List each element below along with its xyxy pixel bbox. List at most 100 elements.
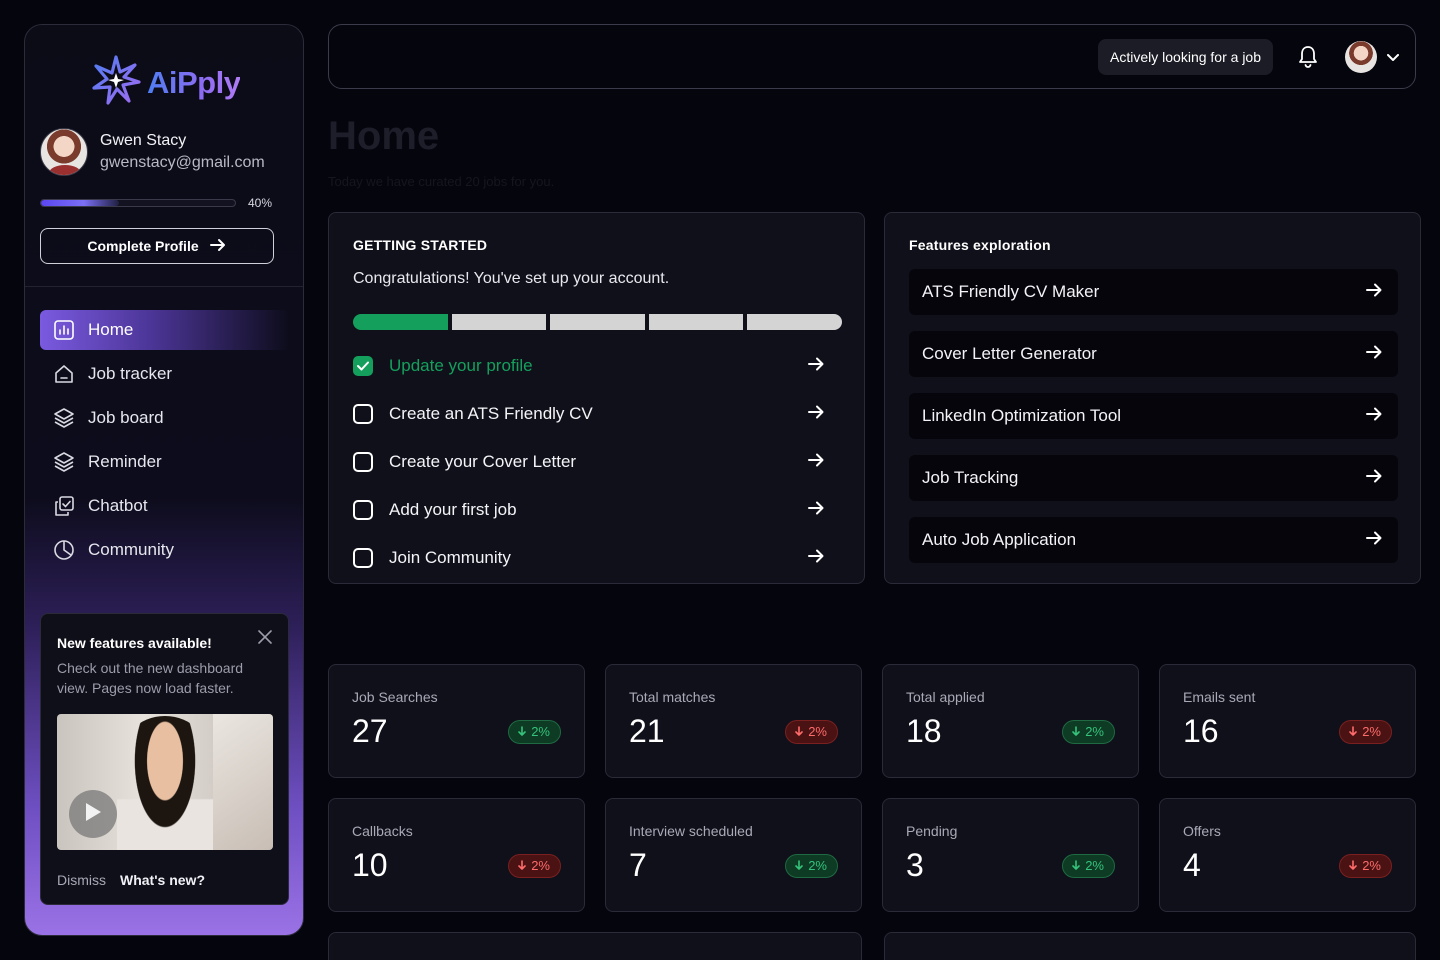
arrow-right-icon[interactable] [806, 498, 826, 523]
stat-value: 10 [352, 847, 388, 883]
bottom-card-left [328, 932, 862, 960]
arrow-down-icon [794, 724, 804, 739]
bell-icon[interactable] [1297, 45, 1319, 74]
stat-label: Job Searches [352, 689, 438, 705]
layers-icon [52, 406, 76, 430]
trend-value: 2% [531, 858, 550, 873]
bottom-card-right [884, 932, 1416, 960]
stat-card: Job Searches 27 2% [328, 664, 585, 778]
stat-label: Pending [906, 823, 958, 839]
task-label: Add your first job [389, 500, 517, 519]
user-email: gwenstacy@gmail.com [100, 154, 265, 171]
stat-card: Total applied 18 2% [882, 664, 1139, 778]
trend-badge: 2% [508, 719, 561, 744]
stat-card: Callbacks 10 2% [328, 798, 585, 912]
user-profile[interactable]: Gwen Stacy gwenstacy@gmail.com [40, 128, 265, 176]
checkbox-icon[interactable] [353, 500, 373, 520]
sidebar-nav: Home Job tracker Job board Reminder Chat… [40, 310, 290, 574]
task-label: Update your profile [389, 356, 533, 375]
task-item[interactable]: Create your Cover Letter [353, 438, 842, 486]
arrow-down-icon [1348, 724, 1358, 739]
sidebar-item-label: Job tracker [88, 364, 173, 383]
trend-badge: 2% [1062, 853, 1115, 878]
feature-item[interactable]: Auto Job Application [909, 517, 1398, 563]
promo-title: New features available! [57, 635, 212, 651]
chat-copy-icon [52, 494, 76, 518]
video-background [213, 714, 273, 850]
feature-item[interactable]: Job Tracking [909, 455, 1398, 501]
arrow-right-icon[interactable] [806, 546, 826, 571]
stat-card: Total matches 21 2% [605, 664, 862, 778]
task-item[interactable]: Update your profile [353, 342, 842, 390]
sidebar-item-job-board[interactable]: Job board [40, 398, 290, 438]
trend-value: 2% [1085, 858, 1104, 873]
stat-value: 7 [629, 847, 647, 883]
page-subtitle: Today we have curated 20 jobs for you. [328, 174, 555, 189]
checkbox-icon[interactable] [353, 548, 373, 568]
promo-video-thumbnail[interactable] [57, 714, 273, 850]
sidebar-item-home[interactable]: Home [40, 310, 290, 350]
arrow-right-icon[interactable] [806, 354, 826, 379]
stat-value: 21 [629, 713, 665, 749]
sidebar-item-reminder[interactable]: Reminder [40, 442, 290, 482]
trend-badge: 2% [1339, 719, 1392, 744]
close-icon[interactable] [258, 630, 272, 649]
task-item[interactable]: Add your first job [353, 486, 842, 534]
checkbox-icon[interactable] [353, 404, 373, 424]
complete-profile-button[interactable]: Complete Profile [40, 228, 274, 264]
feature-item[interactable]: Cover Letter Generator [909, 331, 1398, 377]
feature-item[interactable]: ATS Friendly CV Maker [909, 269, 1398, 315]
progress-segment [747, 314, 842, 330]
arrow-right-icon[interactable] [806, 450, 826, 475]
stat-label: Emails sent [1183, 689, 1256, 705]
sidebar: AiPply Gwen Stacy gwenstacy@gmail.com 40… [24, 24, 304, 936]
sidebar-item-label: Reminder [88, 452, 162, 471]
task-item[interactable]: Join Community [353, 534, 842, 582]
job-status-pill[interactable]: Actively looking for a job [1098, 39, 1273, 75]
sidebar-item-chatbot[interactable]: Chatbot [40, 486, 290, 526]
progress-segment [550, 314, 645, 330]
arrow-right-icon[interactable] [806, 402, 826, 427]
feature-label: ATS Friendly CV Maker [922, 282, 1100, 301]
dismiss-link[interactable]: Dismiss [57, 872, 106, 888]
task-item[interactable]: Create an ATS Friendly CV [353, 390, 842, 438]
task-label: Join Community [389, 548, 511, 567]
sidebar-item-label: Home [88, 320, 134, 339]
avatar [40, 128, 88, 176]
checkbox-icon[interactable] [353, 452, 373, 472]
chart-icon [52, 318, 76, 342]
stat-value: 4 [1183, 847, 1201, 883]
getting-started-card: GETTING STARTED Congratulations! You've … [328, 212, 865, 584]
feature-item[interactable]: LinkedIn Optimization Tool [909, 393, 1398, 439]
stat-label: Total matches [629, 689, 716, 705]
trend-badge: 2% [1339, 853, 1392, 878]
progress-track [40, 199, 236, 207]
home-icon [52, 362, 76, 386]
stat-value: 18 [906, 713, 942, 749]
stat-card: Interview scheduled 7 2% [605, 798, 862, 912]
arrow-right-icon [1364, 342, 1384, 367]
trend-value: 2% [808, 724, 827, 739]
sidebar-item-label: Job board [88, 408, 164, 427]
arrow-right-icon [1364, 404, 1384, 429]
promo-text: Check out the new dashboard view. Pages … [57, 660, 244, 696]
arrow-right-icon [1364, 528, 1384, 553]
feature-label: Job Tracking [922, 468, 1019, 487]
whats-new-link[interactable]: What's new? [120, 872, 205, 888]
onboarding-progress [353, 314, 842, 330]
chevron-down-icon[interactable] [1387, 49, 1399, 67]
sidebar-divider [25, 286, 303, 287]
sidebar-item-community[interactable]: Community [40, 530, 290, 570]
feature-label: LinkedIn Optimization Tool [922, 406, 1122, 425]
brand-logo[interactable]: AiPply [91, 55, 241, 110]
page-title: Home [328, 114, 440, 158]
avatar[interactable] [1345, 41, 1377, 73]
progress-segment [451, 314, 547, 330]
arrow-down-icon [794, 858, 804, 873]
trend-badge: 2% [508, 853, 561, 878]
sidebar-item-job-tracker[interactable]: Job tracker [40, 354, 290, 394]
play-button[interactable] [69, 790, 117, 838]
stat-label: Offers [1183, 823, 1221, 839]
checkbox-checked-icon[interactable] [353, 356, 373, 376]
brand-name: AiPply [147, 64, 241, 100]
